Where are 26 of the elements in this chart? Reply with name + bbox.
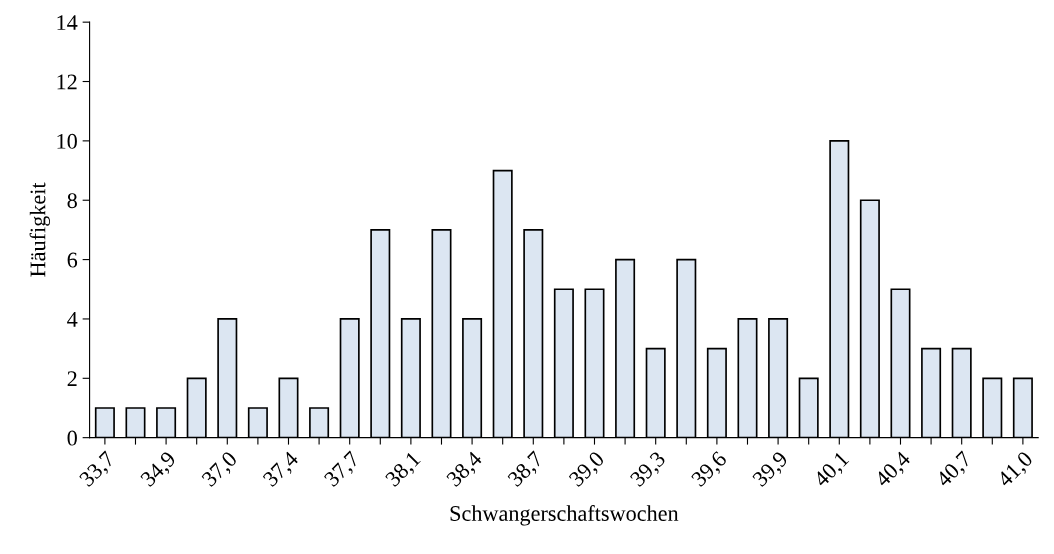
x-tick-label: 39,3 <box>629 450 669 490</box>
x-tick-label: 38,7 <box>507 450 547 490</box>
x-tick-label: 33,7 <box>78 450 118 490</box>
x-tick-label: 41,0 <box>996 450 1036 490</box>
x-tick-label: 39,9 <box>751 450 791 490</box>
x-tick-label: 37,7 <box>323 450 363 490</box>
y-tick-label: 14 <box>57 15 78 30</box>
x-tick-label: 37,0 <box>201 450 241 490</box>
y-tick-label: 10 <box>57 133 77 149</box>
x-tick-label: 37,4 <box>262 450 302 490</box>
y-tick-label: 6 <box>67 252 78 268</box>
x-tick-label: 38,1 <box>384 450 424 490</box>
y-tick-label: 12 <box>57 74 77 90</box>
x-axis-title: Schwangerschaftswochen <box>450 505 679 526</box>
y-tick-label: 8 <box>67 193 77 209</box>
x-tick-label: 39,0 <box>568 450 608 490</box>
x-tick-label: 40,7 <box>934 450 975 490</box>
y-tick-label: 0 <box>67 430 77 446</box>
y-tick-label: 2 <box>67 371 77 387</box>
x-tick-label: 38,4 <box>445 450 486 490</box>
y-axis-title: Häufigkeit <box>29 182 51 277</box>
x-tick-label: 40,4 <box>873 450 914 490</box>
x-tick-label: 34,9 <box>139 450 179 490</box>
x-tick-label: 40,1 <box>812 450 852 490</box>
x-tick-label: 39,6 <box>690 450 730 490</box>
y-tick-label: 4 <box>67 312 78 327</box>
